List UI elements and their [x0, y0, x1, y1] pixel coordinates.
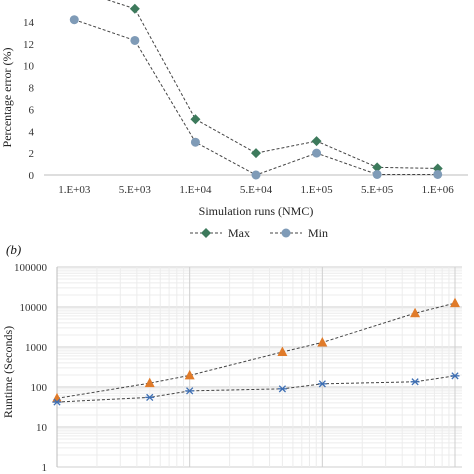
data-point-min [433, 169, 443, 179]
data-point-series-1 [317, 336, 328, 347]
y-tick-label: 12 [23, 39, 34, 51]
y-tick-label: 14 [23, 17, 35, 29]
y-tick-label: 10 [23, 61, 35, 73]
panel-label-b: (b) [6, 242, 21, 257]
y-tick-label: 4 [29, 126, 35, 138]
data-point-max [251, 148, 261, 159]
data-point-min [130, 35, 140, 45]
data-point-series-2 [410, 378, 420, 386]
y-tick-label: 10 [36, 422, 48, 434]
y-tick-label: 8 [29, 83, 35, 95]
x-tick-label: 1.E+05 [300, 184, 333, 196]
data-point-min [251, 170, 261, 180]
data-point-series-2 [450, 372, 460, 380]
legend-label: Max [228, 226, 250, 240]
data-point-max [311, 136, 322, 147]
data-point-series-1 [144, 377, 155, 388]
data-point-min [372, 169, 382, 179]
data-point-series-1 [277, 346, 288, 356]
legend-marker-min [281, 228, 291, 238]
data-point-series-1 [52, 392, 62, 403]
x-tick-label: 5.E+04 [240, 184, 273, 196]
data-point-series-1 [450, 297, 460, 308]
y-axis-title: Runtime (Seconds) [1, 326, 15, 418]
y-tick-label: 6 [29, 104, 35, 116]
data-point-series-2 [145, 393, 155, 401]
x-tick-label: 5.E+05 [361, 184, 394, 196]
data-point-series-2 [317, 380, 327, 388]
data-point-max [129, 3, 140, 14]
y-axis-title: Percentage error (%) [0, 48, 14, 148]
data-point-series-2 [185, 387, 195, 395]
panel-a-percentage-error-chart: 0 2 4 6 8 10 12 14 1.E+03 5.E+03 1.E+04 5.E+04 1.E+0… [0, 0, 468, 240]
x-tick-label: 1.E+03 [58, 184, 91, 196]
data-point-series-2 [52, 398, 62, 406]
x-tick-label: 1.E+06 [422, 184, 455, 196]
legend: Max Min [190, 226, 328, 240]
legend-marker-max [201, 228, 211, 238]
panel-b-runtime-chart: (b) 1 10 100 1000 10000 100000 Runtime (Seconds… [1, 242, 462, 474]
x-tick-label: 1.E+04 [179, 184, 212, 196]
data-point-min [312, 148, 322, 158]
data-point-series-1 [184, 369, 195, 380]
data-point-min [69, 15, 79, 25]
series-line-max [106, 0, 438, 169]
data-point-min [190, 137, 200, 147]
legend-label: Min [308, 226, 328, 240]
y-tick-label: 100000 [14, 262, 48, 274]
gridlines [56, 266, 462, 468]
y-tick-label: 0 [29, 170, 35, 182]
y-tick-label: 1000 [25, 342, 48, 354]
data-point-max [190, 114, 201, 125]
data-point-max [372, 162, 383, 173]
data-point-series-1 [410, 307, 421, 318]
y-tick-label: 10000 [20, 302, 48, 314]
x-tick-label: 5.E+03 [119, 184, 152, 196]
x-axis-title: Simulation runs (NMC) [199, 204, 314, 218]
y-tick-label: 100 [31, 382, 48, 394]
y-tick-label: 1 [42, 462, 48, 474]
data-point-series-2 [277, 385, 287, 393]
y-tick-label: 2 [29, 148, 35, 160]
